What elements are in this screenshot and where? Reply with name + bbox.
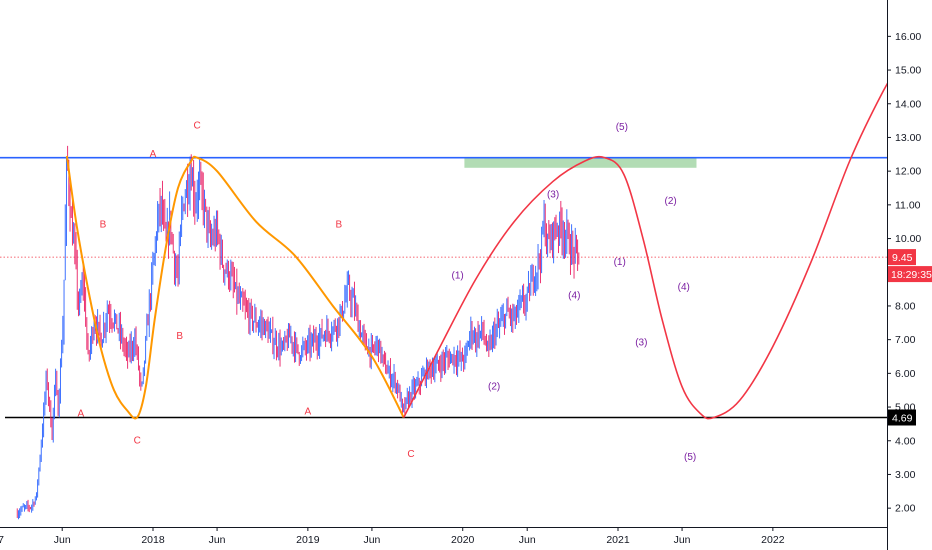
countdown-tag <box>888 266 932 283</box>
past-cycle-arc[interactable] <box>65 155 405 420</box>
price-tick-label: 10.00 <box>895 233 921 245</box>
projection-arc[interactable] <box>402 49 909 420</box>
impulse-wave-label: (4) <box>568 290 580 301</box>
time-tick-label: 2020 <box>451 534 475 546</box>
corrective-wave-label: B <box>335 220 342 231</box>
bar-countdown-label: 18:29:35 <box>891 269 932 281</box>
time-tick-label: 2018 <box>141 534 165 546</box>
price-tick-label: 6.00 <box>895 368 916 380</box>
price-tick-label: 12.00 <box>895 166 921 178</box>
corrective-wave-label: C <box>194 120 201 131</box>
price-tick-label: 7.00 <box>895 334 916 346</box>
price-series <box>16 145 580 520</box>
impulse-wave-label: (1) <box>614 257 626 268</box>
time-tick-label: Jun <box>519 534 536 546</box>
price-tick-label: 15.00 <box>895 65 921 77</box>
last-price-tag <box>888 249 916 266</box>
impulse-wave-label: (5) <box>684 452 696 463</box>
price-tick-label: 2.00 <box>895 503 916 515</box>
impulse-wave-label: (3) <box>635 338 647 349</box>
impulse-wave-label: (4) <box>678 282 690 293</box>
last-price-label: 9.45 <box>892 252 913 264</box>
corrective-wave-label: B <box>100 220 107 231</box>
time-tick-label: 2019 <box>296 534 320 546</box>
time-tick-label: 2021 <box>606 534 630 546</box>
corrective-wave-label: C <box>134 435 141 446</box>
time-tick-label: 17 <box>0 534 4 546</box>
price-tick-label: 16.00 <box>895 31 921 43</box>
corrective-wave-label: A <box>150 149 157 160</box>
time-tick-label: Jun <box>674 534 691 546</box>
time-tick-label: Jun <box>363 534 380 546</box>
price-tick-label: 14.00 <box>895 98 921 110</box>
price-tick-label: 11.00 <box>895 199 921 211</box>
corrective-wave-label: A <box>78 408 85 419</box>
price-tick-label: 13.00 <box>895 132 921 144</box>
support-price-tag <box>888 409 916 426</box>
impulse-wave-label: (1) <box>452 270 464 281</box>
impulse-wave-label: (3) <box>547 189 559 200</box>
price-tick-label: 3.00 <box>895 469 916 481</box>
corrective-wave-label: A <box>305 407 312 418</box>
impulse-wave-label: (2) <box>488 381 500 392</box>
price-tick-label: 8.00 <box>895 300 916 312</box>
impulse-wave-label: (5) <box>616 122 628 133</box>
time-tick-label: Jun <box>54 534 71 546</box>
corrective-wave-label: C <box>407 449 414 460</box>
impulse-wave-label: (2) <box>664 196 676 207</box>
price-tick-label: 4.00 <box>895 435 916 447</box>
support-price-label: 4.69 <box>892 413 913 425</box>
time-tick-label: 2022 <box>761 534 785 546</box>
time-tick-label: Jun <box>209 534 226 546</box>
corrective-wave-label: B <box>176 331 183 342</box>
time-axis-background <box>0 527 887 550</box>
time-axis[interactable]: 17 Jun 2018 Jun 2019 Jun 2020 Jun 2021 Jun 2022 <box>0 527 887 550</box>
